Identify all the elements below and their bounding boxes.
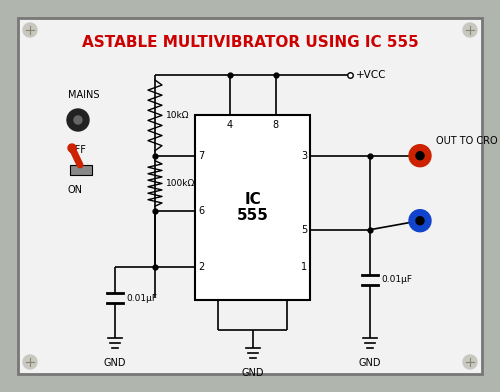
Text: 555: 555 [236, 208, 268, 223]
Circle shape [23, 355, 37, 369]
Circle shape [463, 355, 477, 369]
Text: 3: 3 [301, 151, 307, 161]
Text: 0.01μF: 0.01μF [126, 294, 157, 303]
Text: 8: 8 [272, 120, 278, 130]
Text: GND: GND [359, 358, 382, 368]
Text: 5: 5 [301, 225, 307, 235]
Text: 0.01μF: 0.01μF [381, 275, 412, 284]
Text: 10kΩ: 10kΩ [166, 111, 190, 120]
Text: 4: 4 [226, 120, 232, 130]
Text: 100kΩ: 100kΩ [166, 179, 195, 188]
Text: GND: GND [104, 358, 126, 368]
Circle shape [463, 23, 477, 37]
Circle shape [416, 152, 424, 160]
Bar [195, 115, 310, 300]
Text: 7: 7 [198, 151, 204, 161]
Text: +VCC: +VCC [356, 70, 386, 80]
Circle shape [74, 116, 82, 124]
Text: 2: 2 [198, 262, 204, 272]
Text: IC: IC [244, 192, 261, 207]
Text: GND: GND [241, 368, 264, 378]
Text: 1: 1 [301, 262, 307, 272]
Circle shape [409, 145, 431, 167]
Text: MAINS: MAINS [68, 90, 100, 100]
Circle shape [67, 109, 89, 131]
Text: 6: 6 [198, 206, 204, 216]
Circle shape [416, 217, 424, 225]
Bar [70, 165, 92, 175]
Text: OFF: OFF [68, 145, 87, 155]
Circle shape [68, 144, 76, 152]
Text: ON: ON [68, 185, 83, 195]
Text: OUT TO CRO: OUT TO CRO [436, 136, 498, 146]
Circle shape [23, 23, 37, 37]
Circle shape [409, 210, 431, 232]
Text: ASTABLE MULTIVIBRATOR USING IC 555: ASTABLE MULTIVIBRATOR USING IC 555 [82, 34, 418, 49]
